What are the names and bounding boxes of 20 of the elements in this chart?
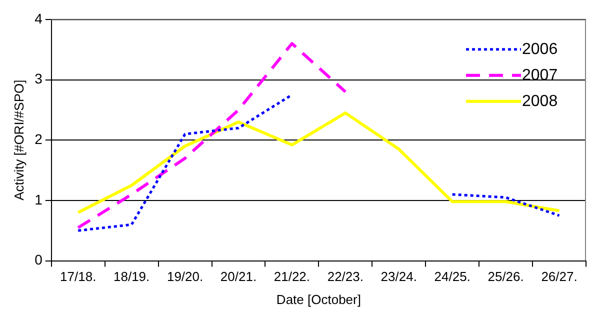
- x-tick-label: 23/24.: [380, 269, 417, 284]
- x-tick-label: 18/19.: [114, 269, 150, 284]
- x-tick-label: 22/23.: [327, 269, 364, 284]
- y-tick-label: 4: [34, 10, 43, 26]
- legend-label: 2008: [522, 92, 558, 110]
- x-tick-label: 19/20.: [166, 269, 204, 284]
- x-tick-label: 20/21.: [220, 269, 257, 284]
- legend-label: 2006: [522, 40, 558, 58]
- x-tick-label: 26/27.: [541, 269, 578, 284]
- y-tick-label: 2: [34, 130, 43, 147]
- y-tick-label: 1: [34, 191, 43, 208]
- y-tick-label: 0: [34, 252, 43, 268]
- y-tick-label: 3: [34, 70, 43, 87]
- x-tick-label: 17/18.: [60, 269, 96, 284]
- x-axis-title: Date [October]: [276, 292, 361, 307]
- x-tick-label: 21/22.: [274, 269, 310, 284]
- x-tick-label: 25/26.: [488, 269, 524, 284]
- y-axis-title: Activity [#ORI/#SPO]: [11, 80, 26, 200]
- x-tick-label: 24/25.: [434, 269, 470, 284]
- line-series: [76, 42, 347, 230]
